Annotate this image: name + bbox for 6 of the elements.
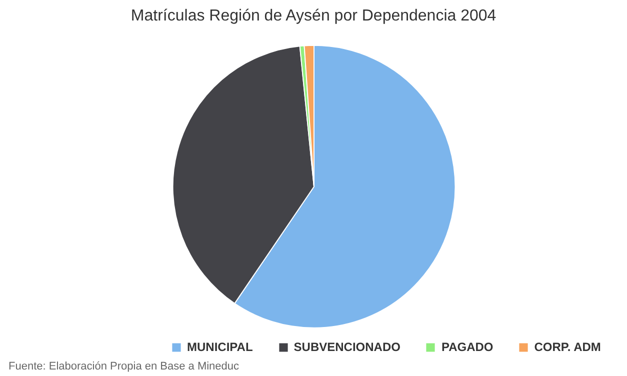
chart-title: Matrículas Región de Aysén por Dependencia 2004	[130, 8, 496, 24]
legend-label: PAGADO	[441, 340, 494, 354]
legend-label: SUBVENCIONADO	[294, 340, 400, 354]
source-note: Fuente: Elaboración Propia en Base a Mineduc	[8, 360, 240, 372]
legend-label: MUNICIPAL	[187, 340, 253, 354]
legend-label: CORP. ADM	[534, 340, 601, 354]
